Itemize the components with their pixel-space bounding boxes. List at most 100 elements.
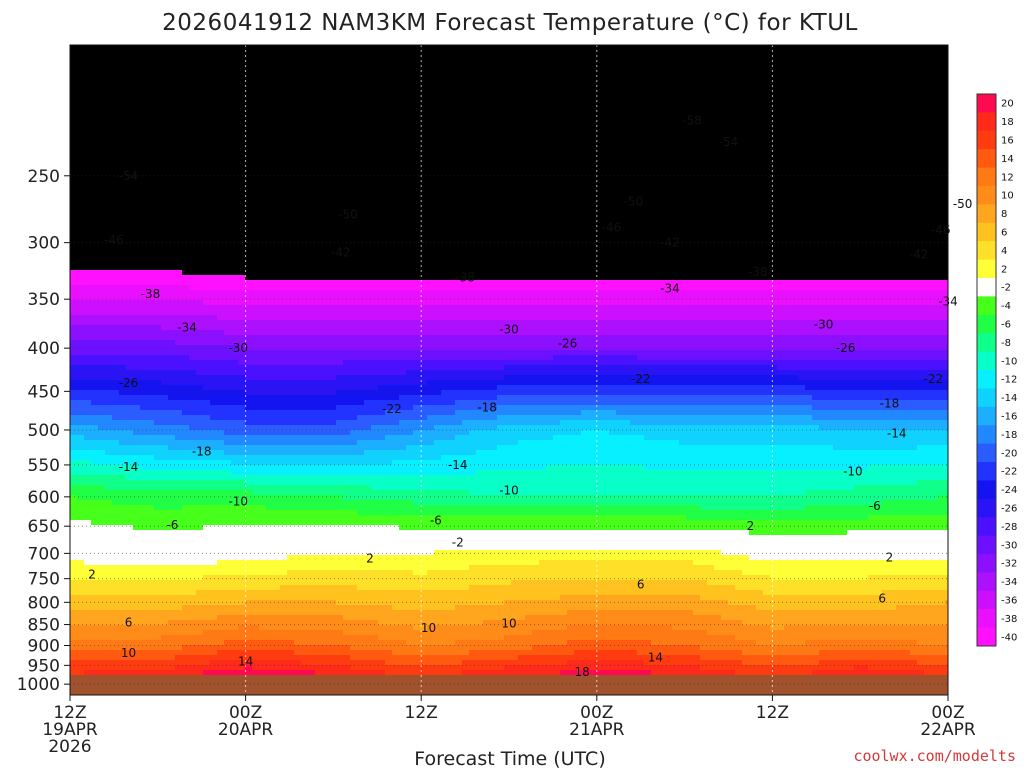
heatmap-cell xyxy=(791,125,799,131)
heatmap-cell xyxy=(686,225,694,231)
heatmap-cell xyxy=(441,150,449,156)
heatmap-cell xyxy=(322,85,330,91)
heatmap-cell xyxy=(861,220,869,226)
heatmap-cell xyxy=(581,180,589,186)
heatmap-cell xyxy=(133,190,141,196)
heatmap-cell xyxy=(504,170,512,176)
heatmap-cell xyxy=(161,155,169,161)
heatmap-cell xyxy=(567,130,575,136)
heatmap-cell xyxy=(126,95,134,101)
heatmap-cell xyxy=(840,165,848,171)
heatmap-cell xyxy=(203,60,211,66)
heatmap-cell xyxy=(567,110,575,116)
heatmap-cell xyxy=(217,155,225,161)
heatmap-cell xyxy=(378,125,386,131)
heatmap-cell xyxy=(840,220,848,226)
heatmap-cell xyxy=(350,45,358,51)
heatmap-cell xyxy=(588,90,596,96)
heatmap-cell xyxy=(938,60,946,66)
heatmap-cell xyxy=(112,240,120,246)
heatmap-cell xyxy=(833,230,841,236)
heatmap-cell xyxy=(84,45,92,51)
heatmap-cell xyxy=(210,50,218,56)
heatmap-cell xyxy=(280,225,288,231)
heatmap-cell xyxy=(84,225,92,231)
heatmap-cell xyxy=(364,75,372,81)
heatmap-cell xyxy=(504,110,512,116)
heatmap-cell xyxy=(833,115,841,121)
heatmap-cell xyxy=(210,130,218,136)
heatmap-cell xyxy=(756,185,764,191)
heatmap-cell xyxy=(868,110,876,116)
heatmap-cell xyxy=(826,65,834,71)
heatmap-cell xyxy=(343,60,351,66)
heatmap-cell xyxy=(896,235,904,241)
heatmap-cell xyxy=(742,120,750,126)
heatmap-cell xyxy=(483,90,491,96)
heatmap-cell xyxy=(196,100,204,106)
heatmap-cell xyxy=(756,180,764,186)
heatmap-cell xyxy=(665,215,673,221)
heatmap-cell xyxy=(882,130,890,136)
heatmap-cell xyxy=(140,205,148,211)
heatmap-cell xyxy=(770,155,778,161)
heatmap-cell xyxy=(329,240,337,246)
heatmap-cell xyxy=(875,140,883,146)
heatmap-cell xyxy=(490,230,498,236)
heatmap-cell xyxy=(133,85,141,91)
heatmap-cell xyxy=(903,130,911,136)
heatmap-cell xyxy=(462,140,470,146)
heatmap-cell xyxy=(637,230,645,236)
heatmap-cell xyxy=(651,50,659,56)
heatmap-cell xyxy=(161,50,169,56)
heatmap-cell xyxy=(175,235,183,241)
heatmap-cell xyxy=(182,140,190,146)
heatmap-cell xyxy=(259,90,267,96)
heatmap-cell xyxy=(581,110,589,116)
heatmap-cell xyxy=(525,190,533,196)
heatmap-cell xyxy=(371,235,379,241)
heatmap-cell xyxy=(714,205,722,211)
heatmap-cell xyxy=(574,175,582,181)
heatmap-cell xyxy=(140,195,148,201)
heatmap-cell xyxy=(280,50,288,56)
heatmap-cell xyxy=(560,220,568,226)
heatmap-cell xyxy=(763,160,771,166)
heatmap-cell xyxy=(266,195,274,201)
heatmap-cell xyxy=(896,190,904,196)
heatmap-cell xyxy=(168,230,176,236)
heatmap-cell xyxy=(406,180,414,186)
heatmap-cell xyxy=(581,205,589,211)
heatmap-cell xyxy=(378,210,386,216)
heatmap-cell xyxy=(287,185,295,191)
heatmap-cell xyxy=(784,160,792,166)
heatmap-cell xyxy=(833,235,841,241)
heatmap-cell xyxy=(147,180,155,186)
heatmap-cell xyxy=(539,225,547,231)
heatmap-cell xyxy=(336,150,344,156)
heatmap-cell xyxy=(343,150,351,156)
heatmap-cell xyxy=(84,120,92,126)
heatmap-cell xyxy=(574,85,582,91)
heatmap-cell xyxy=(581,225,589,231)
heatmap-cell xyxy=(805,180,813,186)
heatmap-cell xyxy=(357,100,365,106)
heatmap-cell xyxy=(273,95,281,101)
heatmap-cell xyxy=(938,130,946,136)
heatmap-cell xyxy=(826,45,834,51)
heatmap-cell xyxy=(392,105,400,111)
heatmap-cell xyxy=(840,115,848,121)
heatmap-cell xyxy=(861,190,869,196)
heatmap-cell xyxy=(581,80,589,86)
heatmap-cell xyxy=(322,105,330,111)
heatmap-cell xyxy=(672,140,680,146)
heatmap-cell xyxy=(378,205,386,211)
heatmap-cell xyxy=(770,180,778,186)
heatmap-cell xyxy=(98,115,106,121)
heatmap-cell xyxy=(910,120,918,126)
heatmap-cell xyxy=(133,90,141,96)
heatmap-cell xyxy=(175,95,183,101)
heatmap-cell xyxy=(70,105,78,111)
heatmap-cell xyxy=(595,60,603,66)
heatmap-cell xyxy=(483,65,491,71)
